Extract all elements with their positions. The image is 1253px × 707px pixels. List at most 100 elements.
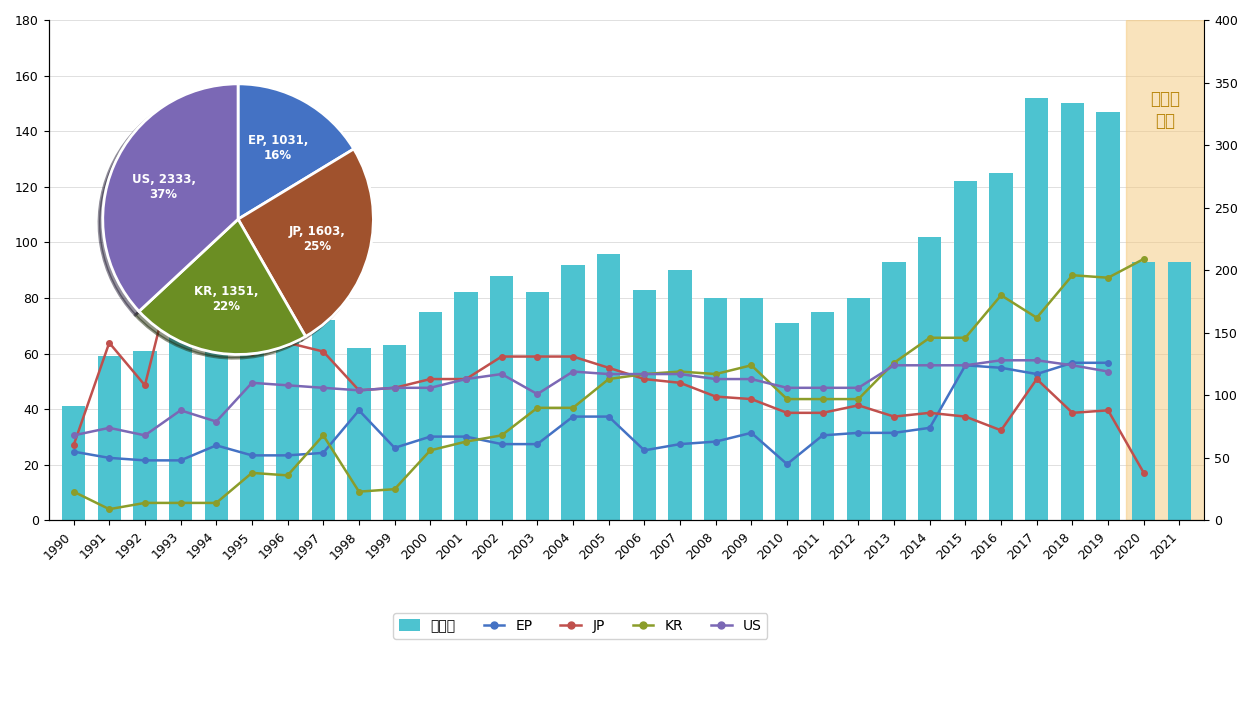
KR <box>887 358 902 367</box>
JP <box>565 352 580 361</box>
EP <box>673 440 688 448</box>
KR <box>173 498 188 507</box>
KR <box>957 334 972 342</box>
US <box>601 370 616 378</box>
Bar <box>419 312 442 520</box>
Line: US: US <box>70 358 1111 438</box>
KR <box>244 469 259 477</box>
JP <box>422 375 437 383</box>
Text: KR, 1351,
22%: KR, 1351, 22% <box>194 286 258 313</box>
US <box>957 361 972 370</box>
JP <box>1065 409 1080 417</box>
EP <box>422 433 437 441</box>
Text: EP, 1031,
16%: EP, 1031, 16% <box>248 134 308 163</box>
US <box>209 417 224 426</box>
KR <box>922 334 937 342</box>
JP <box>601 363 616 372</box>
Wedge shape <box>139 219 306 354</box>
US <box>173 406 188 414</box>
Bar <box>169 312 192 520</box>
KR <box>708 370 723 378</box>
Line: KR: KR <box>70 256 1146 512</box>
EP <box>459 433 474 441</box>
KR <box>565 404 580 412</box>
JP <box>530 352 545 361</box>
JP <box>816 409 831 417</box>
JP <box>1136 469 1152 477</box>
Bar <box>312 320 335 520</box>
JP <box>66 441 81 450</box>
KR <box>779 395 794 403</box>
KR <box>1029 313 1044 322</box>
EP <box>708 438 723 446</box>
JP <box>887 412 902 421</box>
EP <box>351 406 366 414</box>
Bar <box>598 254 620 520</box>
US <box>244 378 259 387</box>
US <box>1100 368 1115 376</box>
KR <box>637 370 652 378</box>
US <box>138 431 153 440</box>
Bar <box>1096 112 1120 520</box>
US <box>673 370 688 378</box>
US <box>851 384 866 392</box>
JP <box>459 375 474 383</box>
KR <box>1100 274 1115 282</box>
EP <box>281 451 296 460</box>
Bar <box>918 237 941 520</box>
Bar <box>61 407 85 520</box>
JP <box>1100 406 1115 414</box>
JP <box>173 238 188 247</box>
Bar <box>347 348 371 520</box>
KR <box>1136 255 1152 263</box>
Bar <box>990 173 1012 520</box>
Text: 미공개
구간: 미공개 구간 <box>1150 90 1180 129</box>
US <box>316 384 331 392</box>
KR <box>422 446 437 455</box>
Bar <box>1025 98 1049 520</box>
Bar <box>383 345 406 520</box>
JP <box>744 395 759 403</box>
Bar <box>561 264 585 520</box>
KR <box>101 505 117 513</box>
US <box>994 356 1009 365</box>
EP <box>138 456 153 464</box>
Bar <box>241 337 263 520</box>
Bar <box>776 323 798 520</box>
Bar <box>1168 262 1192 520</box>
EP <box>209 441 224 450</box>
JP <box>494 352 509 361</box>
KR <box>994 291 1009 300</box>
Bar <box>704 298 727 520</box>
JP <box>351 386 366 395</box>
Bar <box>811 312 834 520</box>
US <box>816 384 831 392</box>
Bar <box>954 181 977 520</box>
EP <box>816 431 831 440</box>
KR <box>66 487 81 496</box>
US <box>779 384 794 392</box>
US <box>637 370 652 378</box>
KR <box>530 404 545 412</box>
KR <box>673 368 688 376</box>
Wedge shape <box>103 84 238 311</box>
EP <box>66 448 81 456</box>
KR <box>351 487 366 496</box>
EP <box>494 440 509 448</box>
KR <box>459 438 474 446</box>
EP <box>530 440 545 448</box>
Bar <box>847 298 870 520</box>
Bar <box>526 293 549 520</box>
EP <box>173 456 188 464</box>
JP <box>922 409 937 417</box>
Bar <box>276 337 299 520</box>
US <box>1065 361 1080 370</box>
JP <box>851 401 866 409</box>
EP <box>316 449 331 457</box>
US <box>66 431 81 440</box>
JP <box>209 231 224 240</box>
JP <box>779 409 794 417</box>
KR <box>816 395 831 403</box>
EP <box>887 428 902 437</box>
KR <box>851 395 866 403</box>
